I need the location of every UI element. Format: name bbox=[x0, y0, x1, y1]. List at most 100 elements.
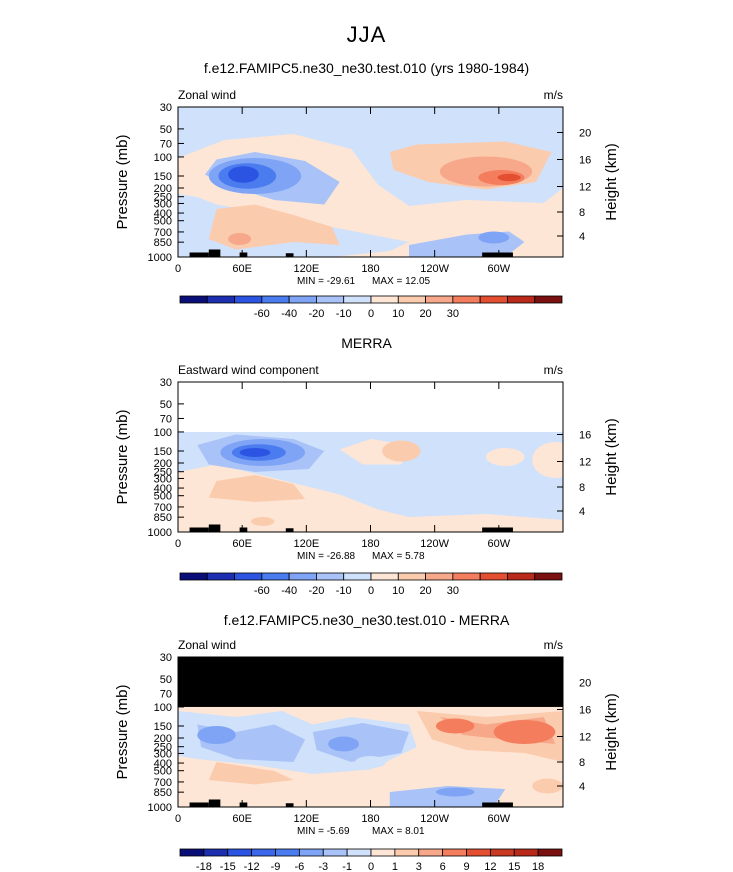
units-label: m/s bbox=[544, 638, 563, 652]
y-tick-label: 50 bbox=[160, 124, 172, 136]
contour-region bbox=[228, 233, 252, 245]
colorbar-swatch bbox=[513, 848, 539, 857]
colorbar-swatch bbox=[322, 848, 348, 857]
y-axis-title-right: Height (km) bbox=[603, 693, 620, 771]
y-tick-label: 700 bbox=[154, 227, 172, 239]
topography-block bbox=[239, 527, 248, 532]
y-axis-title: Pressure (mb) bbox=[114, 134, 131, 229]
variable-label: Zonal wind bbox=[178, 638, 236, 652]
colorbar-swatch bbox=[466, 848, 491, 857]
x-tick-label: 60E bbox=[232, 538, 252, 550]
contour-region bbox=[251, 517, 275, 526]
height-tick-label: 4 bbox=[579, 231, 585, 243]
units-label: m/s bbox=[544, 88, 563, 102]
y-tick-label: 400 bbox=[154, 208, 172, 220]
x-tick-label: 0 bbox=[175, 813, 181, 825]
height-tick-label: 12 bbox=[579, 457, 591, 469]
colorbar-swatch bbox=[479, 572, 508, 581]
contour-region bbox=[532, 442, 563, 478]
colorbar-swatch bbox=[418, 848, 444, 857]
min-label: MIN = -5.69 bbox=[297, 826, 350, 837]
contour-region bbox=[382, 440, 421, 462]
y-tick-label: 500 bbox=[154, 216, 172, 228]
x-tick-label: 0 bbox=[175, 263, 181, 275]
y-tick-label: 850 bbox=[154, 237, 172, 249]
contour-region bbox=[497, 173, 521, 182]
topography-block bbox=[482, 527, 513, 532]
contour-region bbox=[197, 726, 236, 744]
contour-region bbox=[478, 494, 510, 510]
colorbar-swatch bbox=[534, 572, 563, 581]
colorbar-swatch bbox=[507, 295, 536, 304]
y-tick-label: 30 bbox=[160, 377, 172, 389]
colorbar-swatch bbox=[489, 848, 515, 857]
colorbar-swatch bbox=[479, 295, 508, 304]
y-tick-label: 50 bbox=[160, 399, 172, 411]
colorbar-swatch bbox=[346, 848, 372, 857]
colorbar-tick-label: -6 bbox=[294, 861, 304, 872]
colorbar-tick-label: 1 bbox=[392, 861, 398, 872]
colorbar-tick-label: -15 bbox=[220, 861, 236, 872]
y-tick-label: 500 bbox=[154, 766, 172, 778]
colorbar-swatch bbox=[261, 572, 290, 581]
height-tick-label: 16 bbox=[579, 155, 591, 167]
y-tick-label: 100 bbox=[154, 427, 172, 439]
y-tick-label: 200 bbox=[154, 458, 172, 470]
contour-region bbox=[208, 762, 294, 785]
colorbar-swatch bbox=[394, 848, 420, 857]
y-tick-label: 1000 bbox=[148, 802, 172, 814]
panel-2-field bbox=[178, 382, 563, 532]
height-tick-label: 8 bbox=[579, 482, 585, 494]
panel-3-title: f.e12.FAMIPC5.ne30_ne30.test.010 - MERRA bbox=[223, 612, 510, 628]
colorbar-swatch bbox=[227, 848, 253, 857]
x-tick-label: 120W bbox=[420, 538, 449, 550]
topography-block bbox=[208, 799, 221, 807]
y-tick-label: 100 bbox=[154, 152, 172, 164]
panel-1-field bbox=[178, 107, 563, 257]
colorbar-tick-label: 0 bbox=[368, 308, 374, 320]
colorbar-swatch bbox=[442, 848, 467, 857]
topography-block bbox=[482, 252, 513, 257]
y-tick-label: 850 bbox=[154, 787, 172, 799]
topography-block bbox=[239, 252, 248, 257]
colorbar-tick-label: 10 bbox=[392, 585, 404, 597]
colorbar-tick-label: 15 bbox=[508, 861, 520, 872]
x-tick-label: 120W bbox=[420, 813, 449, 825]
max-label: MAX = 8.01 bbox=[372, 826, 425, 837]
y-tick-label: 150 bbox=[154, 446, 172, 458]
height-tick-label: 4 bbox=[579, 506, 585, 518]
colorbar-swatch bbox=[251, 848, 276, 857]
colorbar-tick-label: 0 bbox=[368, 861, 374, 872]
contour-region bbox=[355, 756, 386, 768]
colorbar-swatch bbox=[261, 295, 290, 304]
colorbar-tick-label: 30 bbox=[447, 308, 459, 320]
x-tick-label: 120E bbox=[293, 538, 319, 550]
y-tick-label: 1000 bbox=[148, 527, 172, 539]
missing-data-band bbox=[178, 657, 563, 707]
y-tick-label: 150 bbox=[154, 171, 172, 183]
x-tick-label: 60E bbox=[232, 263, 252, 275]
panel-3-field bbox=[178, 657, 563, 807]
colorbar-tick-label: 3 bbox=[416, 861, 422, 872]
y-tick-label: 850 bbox=[154, 512, 172, 524]
y-axis-title: Pressure (mb) bbox=[114, 684, 131, 779]
colorbar-swatch bbox=[179, 295, 208, 304]
contour-region bbox=[486, 448, 525, 466]
topography-block bbox=[285, 803, 294, 807]
topography-block bbox=[208, 524, 221, 532]
topography-block bbox=[189, 252, 209, 257]
y-tick-label: 400 bbox=[154, 758, 172, 770]
colorbar-tick-label: -60 bbox=[254, 308, 270, 320]
colorbar-tick-label: -9 bbox=[271, 861, 281, 872]
x-tick-label: 60W bbox=[488, 813, 511, 825]
topography-block bbox=[285, 253, 294, 257]
contour-region bbox=[389, 786, 506, 807]
y-tick-label: 300 bbox=[154, 748, 172, 760]
colorbar-swatch bbox=[179, 848, 205, 857]
x-tick-label: 60W bbox=[488, 263, 511, 275]
colorbar-swatch bbox=[534, 295, 563, 304]
max-label: MAX = 5.78 bbox=[372, 551, 425, 562]
panel-3: Zonal wind m/s305070100150200250300400500… bbox=[114, 638, 620, 872]
colorbar-swatch bbox=[343, 572, 372, 581]
height-tick-label: 12 bbox=[579, 732, 591, 744]
